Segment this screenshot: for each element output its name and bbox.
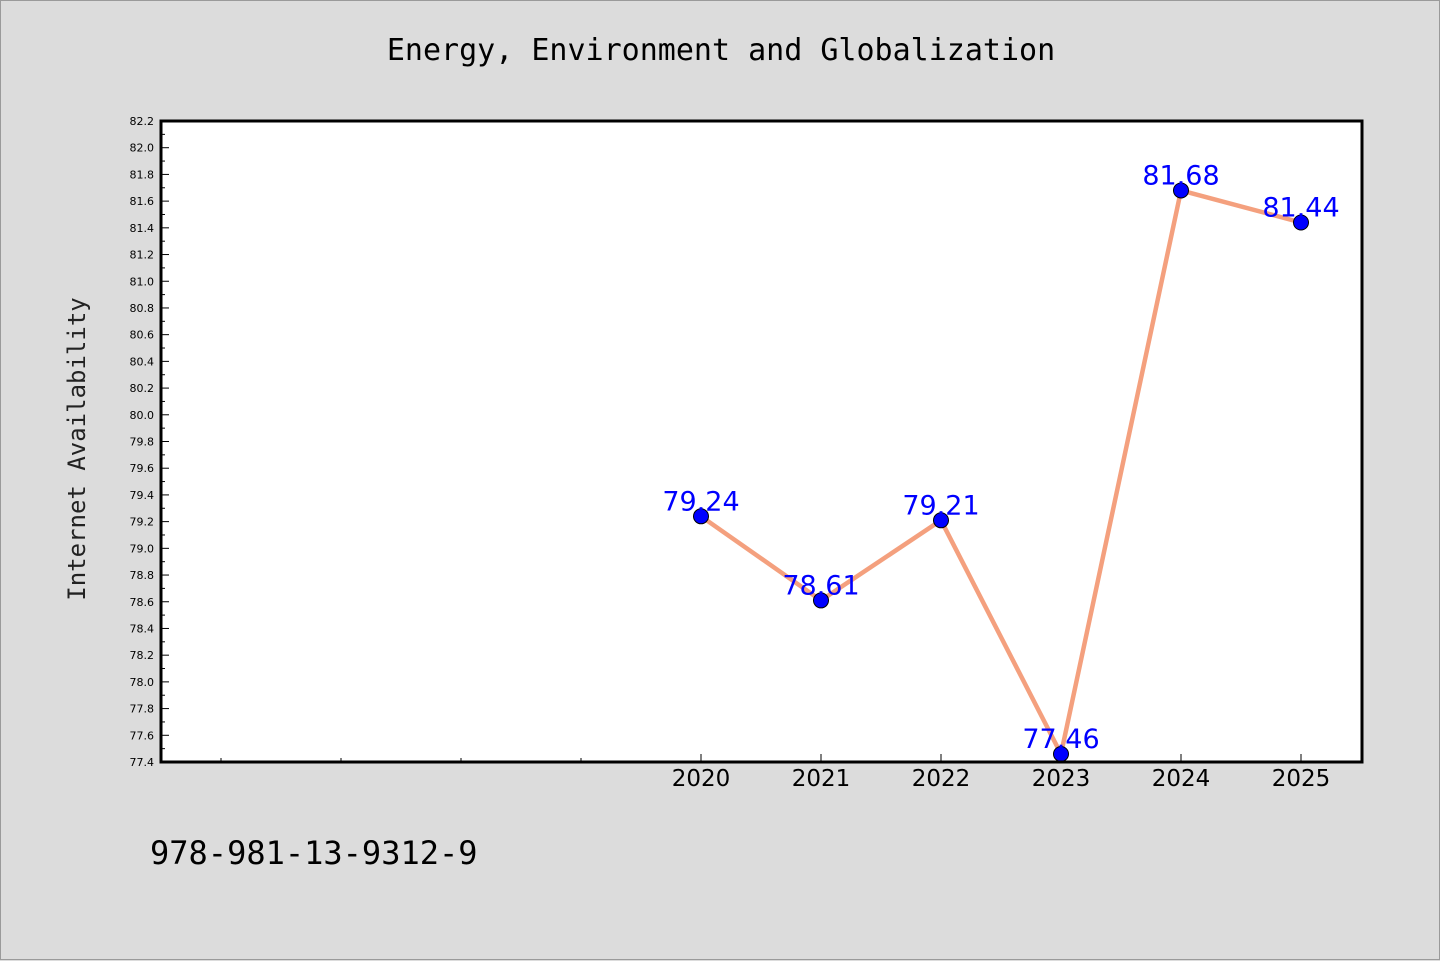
- data-label: 78.61: [782, 570, 859, 601]
- plot-frame: [159, 119, 1364, 764]
- data-label: 79.24: [662, 486, 739, 517]
- footer-id-text: 978-981-13-9312-9: [150, 834, 478, 872]
- data-point: [1293, 214, 1309, 231]
- y-tick-label: 80.4: [130, 355, 155, 368]
- y-tick-label: 80.6: [130, 329, 155, 342]
- y-tick-label: 78.6: [130, 596, 155, 609]
- data-point: [933, 512, 949, 529]
- data-label: 77.46: [1022, 724, 1099, 755]
- data-label: 79.21: [902, 490, 979, 521]
- x-tick-label: 2020: [672, 766, 731, 792]
- y-tick-label: 82.0: [130, 142, 155, 155]
- data-point: [693, 508, 709, 525]
- data-label: 81.44: [1262, 192, 1339, 223]
- x-tick-label: 2022: [912, 766, 971, 792]
- y-tick-label: 79.4: [130, 489, 155, 502]
- y-tick-label: 77.8: [130, 703, 155, 716]
- data-point: [1173, 182, 1189, 199]
- y-tick-label: 78.8: [130, 569, 155, 582]
- y-tick-label: 81.8: [130, 168, 155, 181]
- y-tick-label: 82.2: [130, 115, 155, 128]
- y-tick-label: 80.2: [130, 382, 155, 395]
- x-tick-label: 2021: [792, 766, 851, 792]
- y-tick-label: 78.0: [130, 676, 155, 689]
- y-tick-label: 77.4: [130, 756, 155, 769]
- y-tick-label: 78.4: [130, 622, 155, 635]
- y-tick-label: 79.0: [130, 542, 155, 555]
- data-label: 81.68: [1142, 160, 1219, 191]
- x-tick-label: 2023: [1032, 766, 1091, 792]
- y-tick-label: 81.0: [130, 275, 155, 288]
- y-tick-label: 78.2: [130, 649, 155, 662]
- y-tick-label: 81.4: [130, 222, 155, 235]
- y-tick-label: 77.6: [130, 729, 155, 742]
- y-tick-label: 80.8: [130, 302, 155, 315]
- series-line: [698, 188, 1304, 757]
- x-tick-label: 2024: [1152, 766, 1211, 792]
- y-tick-label: 81.2: [130, 249, 155, 262]
- y-tick-label: 80.0: [130, 409, 155, 422]
- plot-area: [161, 121, 1362, 762]
- y-tick-label: 79.6: [130, 462, 155, 475]
- chart-title: Energy, Environment and Globalization: [386, 33, 1056, 68]
- y-tick-label: 81.6: [130, 195, 155, 208]
- x-tick-label: 2025: [1272, 766, 1331, 792]
- data-point: [813, 592, 829, 609]
- y-tick-label: 79.8: [130, 436, 155, 449]
- y-tick-label: 79.2: [130, 516, 155, 529]
